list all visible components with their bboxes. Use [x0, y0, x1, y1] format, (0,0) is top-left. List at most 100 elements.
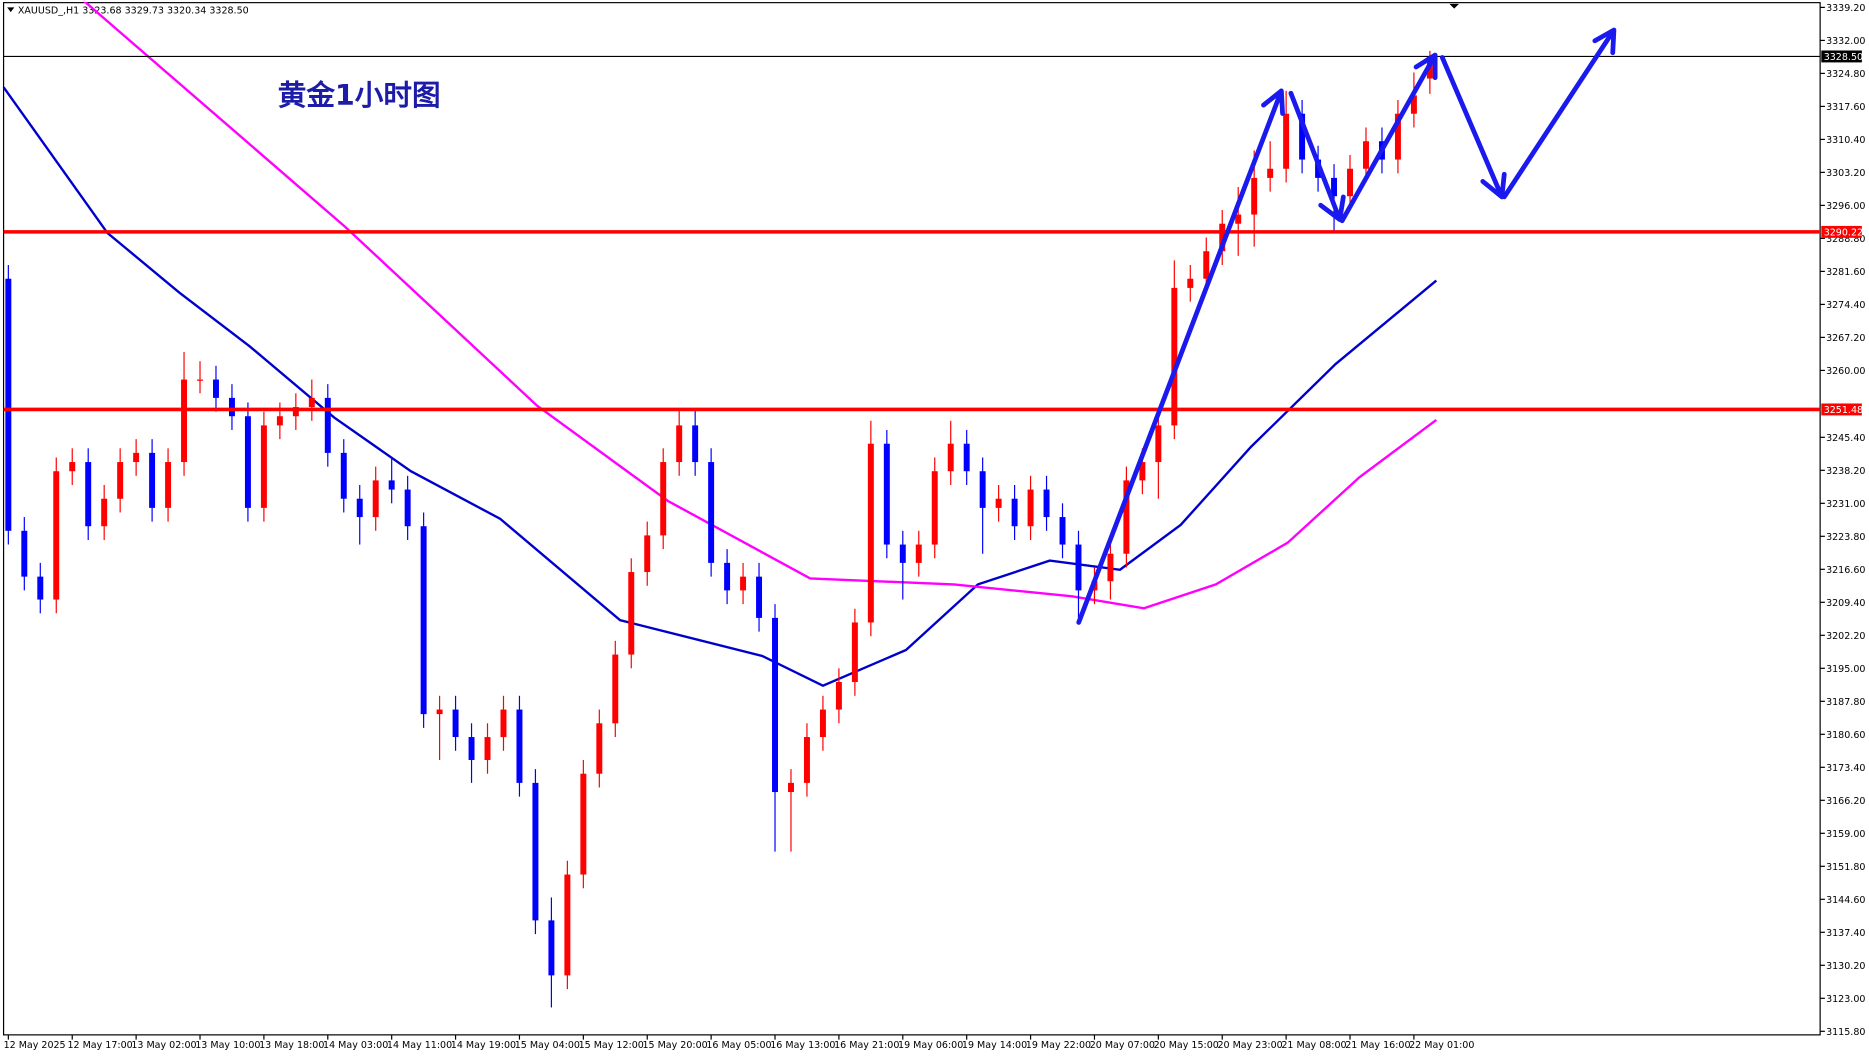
y-tick-label: 3238.20: [1826, 466, 1865, 477]
candle-body: [628, 572, 635, 655]
candle-body: [292, 407, 299, 417]
x-tick-label: 15 May 04:00: [515, 1040, 580, 1051]
y-tick-label: 3281.60: [1826, 267, 1865, 278]
candle-body: [1410, 95, 1417, 114]
candle-body: [69, 462, 76, 472]
candle-body: [133, 452, 140, 463]
moving-average: [82, 0, 1438, 610]
y-tick-label: 3245.40: [1826, 433, 1865, 444]
candle-body: [612, 654, 619, 724]
y-tick-label: 3173.40: [1826, 763, 1865, 774]
x-tick-label: 15 May 12:00: [579, 1040, 644, 1051]
candle-body: [1139, 462, 1146, 481]
x-tick-label: 16 May 21:00: [834, 1040, 899, 1051]
candle-body: [1283, 113, 1290, 169]
x-tick-label: 20 May 07:00: [1090, 1040, 1155, 1051]
candle-body: [324, 397, 331, 453]
candle-body: [1219, 223, 1226, 252]
candle-body: [388, 480, 395, 490]
candle-body: [835, 682, 842, 710]
x-tick-label: 19 May 22:00: [1026, 1040, 1091, 1051]
candle-body: [724, 562, 731, 591]
candle-body: [260, 425, 267, 508]
candle-body: [1363, 141, 1369, 169]
candle-body: [532, 782, 539, 921]
candle-body: [756, 576, 763, 618]
x-tick-label: 13 May 18:00: [259, 1040, 324, 1051]
level-label-box: [1821, 225, 1862, 238]
arrow: [1339, 52, 1438, 224]
x-tick-label: 20 May 15:00: [1154, 1040, 1219, 1051]
y-tick-label: 3187.80: [1826, 697, 1865, 708]
top-mask: [0, 0, 1869, 3]
level-label: 3290.22: [1824, 227, 1863, 238]
arrow: [1288, 90, 1346, 222]
x-tick-label: 19 May 06:00: [898, 1040, 963, 1051]
y-tick-label: 3216.60: [1826, 565, 1865, 576]
y-tick-label: 3310.40: [1826, 135, 1865, 146]
candle-body: [692, 425, 699, 463]
candle-body: [308, 397, 315, 408]
shift-marker: [1449, 3, 1459, 9]
candle-body: [1059, 517, 1066, 545]
y-tick-label: 3123.00: [1826, 994, 1865, 1005]
candle-body: [1187, 278, 1194, 288]
candle-body: [356, 498, 363, 518]
candle-body: [947, 443, 954, 472]
candle-body: [1171, 287, 1178, 426]
y-tick-label: 3180.60: [1826, 730, 1865, 741]
candle-body: [1107, 553, 1114, 582]
candle-body: [1331, 177, 1338, 197]
candle-body: [420, 526, 427, 715]
x-tick-label: 12 May 2025: [4, 1040, 66, 1051]
candle-body: [580, 773, 587, 875]
x-tick-label: 12 May 17:00: [67, 1040, 132, 1051]
x-tick-label: 19 May 14:00: [962, 1040, 1027, 1051]
y-tick-label: 3288.80: [1826, 234, 1865, 245]
x-tick-label: 20 May 23:00: [1217, 1040, 1282, 1051]
candle-body: [1027, 489, 1034, 527]
y-tick-label: 3202.20: [1826, 631, 1865, 642]
candle-body: [1011, 498, 1018, 527]
candle-body: [564, 874, 571, 976]
candle-body: [165, 462, 172, 508]
candle-body: [21, 530, 28, 577]
candle-body: [53, 471, 60, 600]
candle-body: [1203, 251, 1210, 279]
candle-body: [708, 462, 715, 563]
candle-body: [1235, 214, 1242, 224]
candle-body: [1251, 177, 1258, 215]
candle-body: [660, 462, 667, 536]
x-tick-label: 14 May 19:00: [451, 1040, 516, 1051]
candle-body: [772, 617, 778, 793]
x-tick-label: 14 May 11:00: [387, 1040, 452, 1051]
y-tick-label: 3137.40: [1826, 928, 1865, 939]
candle-body: [596, 723, 603, 774]
candle-body: [340, 452, 347, 499]
level-label: 3251.48: [1824, 405, 1863, 416]
x-tick-label: 13 May 10:00: [195, 1040, 260, 1051]
marks: [2, 0, 1821, 1008]
candle-body: [1299, 113, 1306, 160]
candle-body: [883, 443, 890, 545]
candle-body: [676, 425, 683, 463]
candle-body: [228, 397, 235, 417]
candle-body: [995, 498, 1002, 508]
x-tick-label: 21 May 16:00: [1345, 1040, 1410, 1051]
moving-average: [2, 86, 1438, 688]
candle-body: [1267, 168, 1274, 178]
candle-body: [404, 489, 411, 527]
candle-body: [37, 576, 44, 600]
y-tick-label: 3317.60: [1826, 102, 1865, 113]
candle-body: [213, 379, 219, 398]
candle-body: [644, 535, 651, 573]
y-tick-label: 3166.20: [1826, 796, 1865, 807]
x-tick-label: 15 May 20:00: [642, 1040, 707, 1051]
candle-body: [436, 709, 443, 715]
x-tick-label: 16 May 13:00: [770, 1040, 835, 1051]
y-tick-label: 3296.00: [1826, 201, 1865, 212]
x-tick-label: 13 May 02:00: [131, 1040, 196, 1051]
arrows: [1076, 27, 1617, 625]
arrow: [1076, 88, 1285, 625]
candle-body: [1123, 480, 1130, 554]
